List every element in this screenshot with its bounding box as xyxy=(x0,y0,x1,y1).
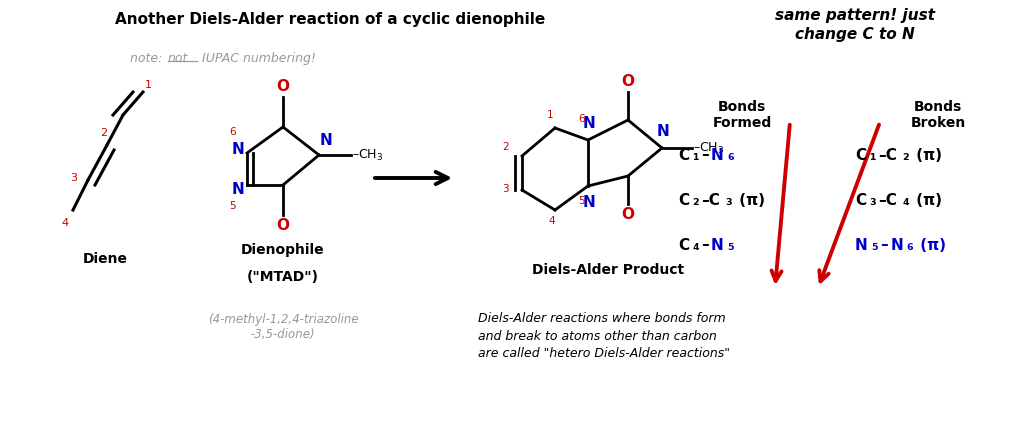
Text: ₆: ₆ xyxy=(727,147,735,163)
Text: N: N xyxy=(320,133,333,148)
Text: Diels-Alder Product: Diels-Alder Product xyxy=(532,263,684,277)
Text: C: C xyxy=(855,147,866,163)
Text: 6: 6 xyxy=(230,127,237,137)
Text: N: N xyxy=(582,195,595,210)
Text: –: – xyxy=(701,237,709,252)
Text: Diels-Alder reactions where bonds form
and break to atoms other than carbon
are : Diels-Alder reactions where bonds form a… xyxy=(478,312,731,360)
Text: N: N xyxy=(711,147,723,163)
Text: (π): (π) xyxy=(910,147,942,163)
Text: 1: 1 xyxy=(145,80,152,90)
Text: ("MTAD"): ("MTAD") xyxy=(247,270,319,284)
Text: –: – xyxy=(880,237,888,252)
Text: ₅: ₅ xyxy=(727,237,735,252)
Text: ₁: ₁ xyxy=(870,147,876,163)
Text: Dienophile: Dienophile xyxy=(241,243,325,257)
Text: 1: 1 xyxy=(547,110,554,120)
Text: (π): (π) xyxy=(911,193,942,208)
Text: 2: 2 xyxy=(502,142,509,152)
Text: 5: 5 xyxy=(578,196,584,206)
Text: N: N xyxy=(582,116,595,131)
Text: O: O xyxy=(622,74,635,89)
Text: Bonds
Formed: Bonds Formed xyxy=(712,100,771,130)
Text: –: – xyxy=(701,147,708,163)
Text: same pattern! just
change C to N: same pattern! just change C to N xyxy=(775,8,935,42)
Text: 3: 3 xyxy=(70,173,77,183)
Text: N: N xyxy=(711,237,723,252)
Text: ₃: ₃ xyxy=(870,193,876,208)
Text: 5: 5 xyxy=(230,201,237,211)
Text: C: C xyxy=(678,147,689,163)
Text: 4: 4 xyxy=(549,216,556,226)
Text: N: N xyxy=(890,237,903,252)
Text: –C: –C xyxy=(701,193,719,208)
Text: 3: 3 xyxy=(502,184,509,194)
Text: –CH$_3$: –CH$_3$ xyxy=(693,141,724,156)
Text: (π): (π) xyxy=(915,237,946,252)
Text: 6: 6 xyxy=(578,114,584,124)
Text: N: N xyxy=(232,181,244,197)
Text: ₃: ₃ xyxy=(725,193,732,208)
Text: O: O xyxy=(276,218,290,233)
Text: 4: 4 xyxy=(61,218,68,228)
Text: (π): (π) xyxy=(734,193,765,208)
Text: ₁: ₁ xyxy=(692,147,699,163)
Text: ₆: ₆ xyxy=(906,237,913,252)
Text: C: C xyxy=(678,237,689,252)
Text: –C: –C xyxy=(878,193,897,208)
Text: 2: 2 xyxy=(100,128,107,138)
Text: C: C xyxy=(855,193,866,208)
Text: N: N xyxy=(232,141,244,157)
Text: N: N xyxy=(656,124,670,139)
Text: not: not xyxy=(168,52,188,65)
Text: note:: note: xyxy=(130,52,167,65)
Text: ₂: ₂ xyxy=(692,193,699,208)
Text: Another Diels-Alder reaction of a cyclic dienophile: Another Diels-Alder reaction of a cyclic… xyxy=(115,12,546,27)
Text: ₄: ₄ xyxy=(902,193,909,208)
Text: (4-methyl-1,2,4-triazoline
-3,5-dione): (4-methyl-1,2,4-triazoline -3,5-dione) xyxy=(207,313,359,341)
Text: Diene: Diene xyxy=(82,252,127,266)
Text: N: N xyxy=(855,237,868,252)
Text: –CH$_3$: –CH$_3$ xyxy=(352,147,383,163)
Text: –C: –C xyxy=(878,147,897,163)
Text: IUPAC numbering!: IUPAC numbering! xyxy=(198,52,316,65)
Text: ₄: ₄ xyxy=(692,237,699,252)
Text: O: O xyxy=(622,207,635,222)
Text: C: C xyxy=(678,193,689,208)
Text: Bonds
Broken: Bonds Broken xyxy=(910,100,965,130)
Text: ₅: ₅ xyxy=(872,237,878,252)
Text: ₂: ₂ xyxy=(902,147,909,163)
Text: O: O xyxy=(276,79,290,94)
